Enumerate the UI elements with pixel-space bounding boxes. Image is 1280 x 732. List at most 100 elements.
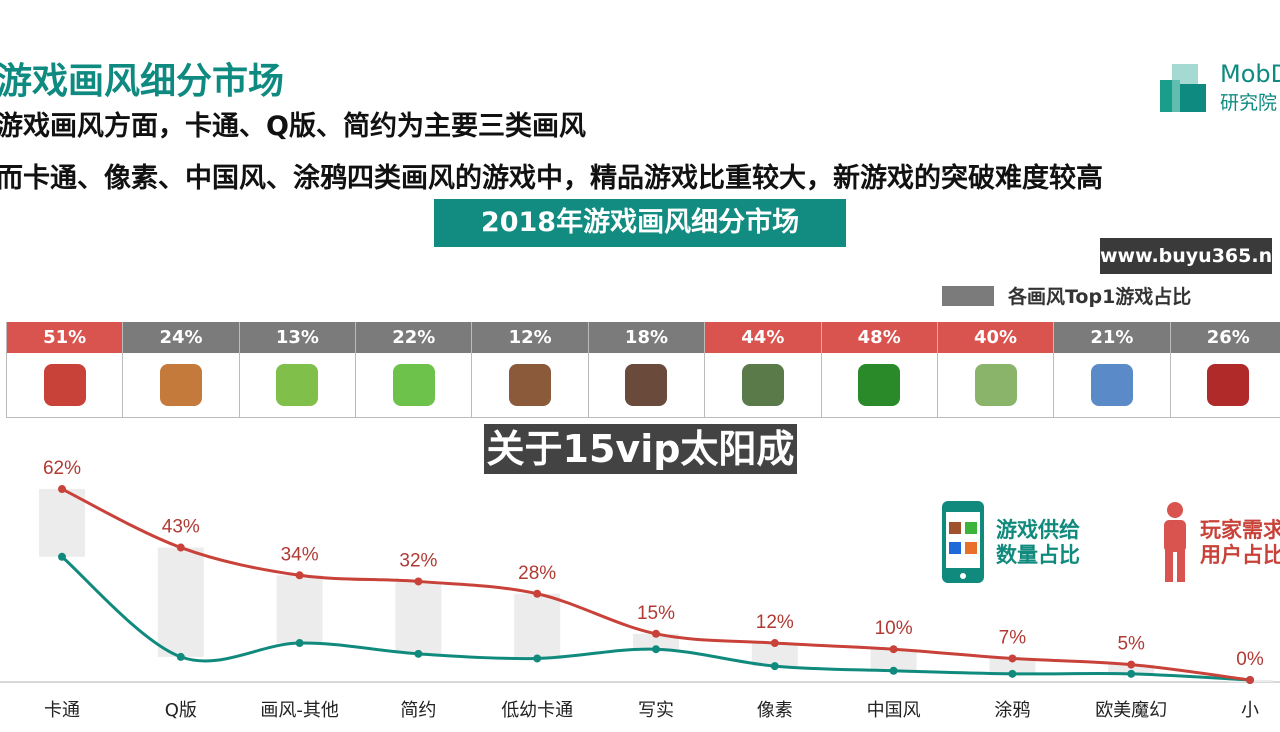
top1-cell: 18% (587, 322, 705, 418)
top1-cell: 12% (471, 322, 588, 418)
demand-point (889, 645, 898, 654)
supply-legend: 游戏供给 数量占比 (940, 500, 1080, 584)
x-tick-label: 小 (1241, 700, 1259, 721)
gap-bar (989, 658, 1036, 674)
gap-bar (633, 633, 679, 650)
top1-cell: 22% (355, 322, 472, 418)
x-tick-label: 写实 (638, 700, 674, 721)
watermark-url: www.buyu365.net (1100, 238, 1280, 274)
supply-point (295, 639, 304, 648)
game-app-icon (392, 364, 435, 406)
supply-point (1008, 669, 1017, 678)
data-label: 10% (875, 618, 913, 639)
x-tick-label: 卡通 (44, 700, 80, 721)
x-tick-label: 画风-其他 (260, 700, 339, 721)
game-app-icon (1090, 364, 1133, 406)
game-app-icon (509, 364, 552, 406)
data-label: 32% (399, 550, 437, 571)
data-label: 28% (518, 563, 556, 584)
game-app-icon (625, 364, 668, 406)
subtitle-1: 游戏画风方面，卡通、Q版、简约为主要三类画风 (0, 111, 586, 142)
supply-point (176, 652, 185, 661)
x-tick-label: 中国风 (867, 700, 921, 721)
top1-cell: 21% (1053, 322, 1170, 418)
top1-percent: 21% (1054, 322, 1170, 353)
game-app-icon (858, 364, 901, 406)
top1-legend: 各画风Top1游戏占比 (942, 282, 1191, 309)
data-label: 34% (281, 544, 319, 565)
data-label: 62% (43, 458, 81, 479)
top1-cell: 24% (122, 322, 239, 418)
top1-percent: 48% (821, 322, 937, 353)
top1-cell: 44% (704, 322, 821, 418)
person-thinking-icon (1164, 502, 1186, 582)
demand-point (1127, 660, 1136, 669)
data-label: 7% (999, 627, 1027, 648)
gap-bar (870, 649, 917, 671)
data-label: 5% (1117, 634, 1145, 655)
gap-bar (39, 489, 85, 557)
data-label: 43% (162, 517, 200, 538)
top1-percent: 51% (7, 322, 123, 353)
supply-line (61, 555, 1251, 682)
data-label: 12% (756, 612, 794, 633)
gap-bar (395, 581, 442, 654)
top1-cell: 13% (238, 322, 356, 418)
top1-cell: 40% (936, 322, 1054, 418)
demand-point (176, 543, 185, 552)
data-label: 15% (637, 603, 675, 624)
demand-point (533, 589, 542, 598)
gap-bar (157, 547, 204, 657)
top1-percent: 24% (123, 322, 239, 353)
x-tick-label: Q版 (165, 700, 197, 721)
page-title: 游戏画风细分市场 (0, 61, 285, 102)
top1-cell: 48% (820, 322, 937, 418)
demand-line (61, 487, 1251, 682)
watermark-overlay: 关于15vip太阳成 (484, 424, 797, 474)
top1-percent: 22% (356, 322, 472, 353)
top1-percent: 44% (705, 322, 821, 353)
x-tick-label: 低幼卡通 (501, 700, 573, 721)
data-label: 0% (1236, 649, 1264, 670)
supply-point (1127, 669, 1136, 678)
top1-cell: 51% (6, 322, 123, 418)
game-app-icon (160, 364, 203, 406)
chart-title-banner: 2018年游戏画风细分市场 (434, 199, 846, 247)
gap-bar (751, 643, 798, 667)
logo: MobD 研究院 (1158, 60, 1280, 114)
top1-cell: 26% (1169, 322, 1280, 418)
subtitle-2: 而卡通、像素、中国风、涂鸦四类画风的游戏中，精品游戏比重较大，新游戏的突破难度较… (0, 163, 1103, 194)
top1-percent: 12% (472, 322, 588, 353)
top1-percent: 26% (1170, 322, 1280, 353)
x-tick-label: 简约 (400, 700, 436, 721)
supply-point (58, 552, 66, 561)
game-app-icon (276, 364, 319, 406)
game-app-icon (974, 364, 1017, 406)
top1-percent: 18% (588, 322, 705, 353)
supply-point (414, 649, 423, 658)
game-app-icon (1207, 364, 1250, 406)
demand-point (652, 629, 660, 638)
demand-point (770, 639, 779, 648)
supply-point (533, 654, 542, 663)
demand-point (58, 485, 66, 494)
phone-icon (942, 501, 984, 583)
game-app-icon (741, 364, 784, 406)
legend-swatch (942, 285, 994, 306)
demand-point (1246, 676, 1254, 684)
building-logo-icon (1160, 64, 1206, 112)
gap-bar (514, 593, 561, 659)
x-tick-label: 涂鸦 (994, 700, 1030, 721)
x-tick-label: 像素 (757, 700, 793, 721)
x-tick-label: 欧美魔幻 (1095, 700, 1167, 721)
top1-percent: 40% (937, 322, 1054, 353)
demand-point (414, 577, 423, 586)
supply-point (770, 662, 779, 671)
supply-point (889, 666, 898, 675)
gap-bar (1108, 664, 1155, 674)
top1-table: 51% 24% 13% 22% 12% 18% 44% 48% 40% 21% 26% (6, 322, 1280, 418)
demand-point (295, 571, 304, 580)
demand-point (1008, 654, 1017, 663)
demand-legend: 玩家需求 用户占比 (1158, 500, 1280, 584)
